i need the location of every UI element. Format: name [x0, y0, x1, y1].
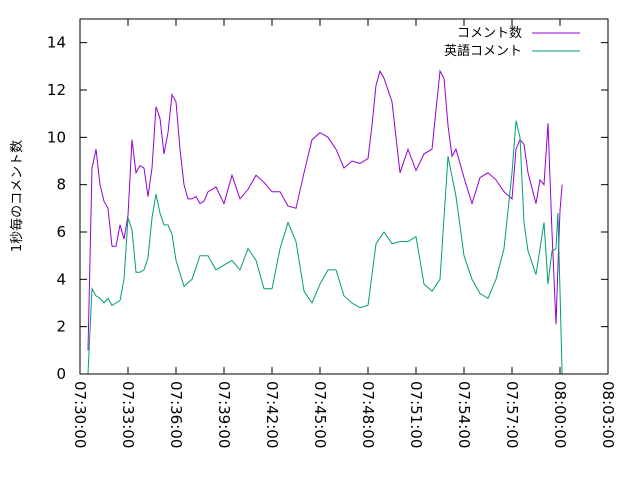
x-tick-label: 07:33:00 — [119, 381, 137, 448]
x-tick-label: 07:45:00 — [311, 381, 329, 448]
y-tick-label: 6 — [56, 223, 66, 241]
legend-label-series-1: コメント数 — [457, 26, 522, 41]
x-tick-label: 08:03:00 — [599, 381, 617, 448]
legend-label-series-2: 英語コメント — [444, 43, 522, 59]
x-tick-label: 07:30:00 — [71, 381, 89, 448]
svg-text:1秒毎のコメント数: 1秒毎のコメント数 — [9, 140, 25, 252]
x-tick-label: 07:54:00 — [455, 381, 473, 448]
x-tick-label: 07:51:00 — [407, 381, 425, 448]
y-tick-label: 14 — [47, 34, 66, 52]
y-tick-label: 4 — [56, 270, 66, 288]
y-axis-title: 1秒毎のコメント数 — [9, 140, 25, 252]
series-line-1 — [87, 69, 563, 351]
y-tick-label: 2 — [56, 318, 66, 336]
legend: コメント数 英語コメント — [444, 26, 580, 59]
x-tick-label: 07:39:00 — [215, 381, 233, 448]
y-tick-label: 12 — [47, 81, 66, 99]
y-tick-label: 8 — [56, 176, 66, 194]
y-tick-label: 10 — [47, 128, 66, 146]
y-tick-label: 0 — [56, 365, 66, 383]
plot-frame — [79, 18, 609, 375]
x-tick-label: 07:42:00 — [263, 381, 281, 448]
x-tick-label: 07:36:00 — [167, 381, 185, 448]
x-tick-label: 07:48:00 — [359, 381, 377, 448]
x-tick-label: 08:00:00 — [551, 381, 569, 448]
series-layer — [87, 69, 563, 375]
series-line-2 — [87, 120, 563, 375]
x-tick-label: 07:57:00 — [503, 381, 521, 448]
